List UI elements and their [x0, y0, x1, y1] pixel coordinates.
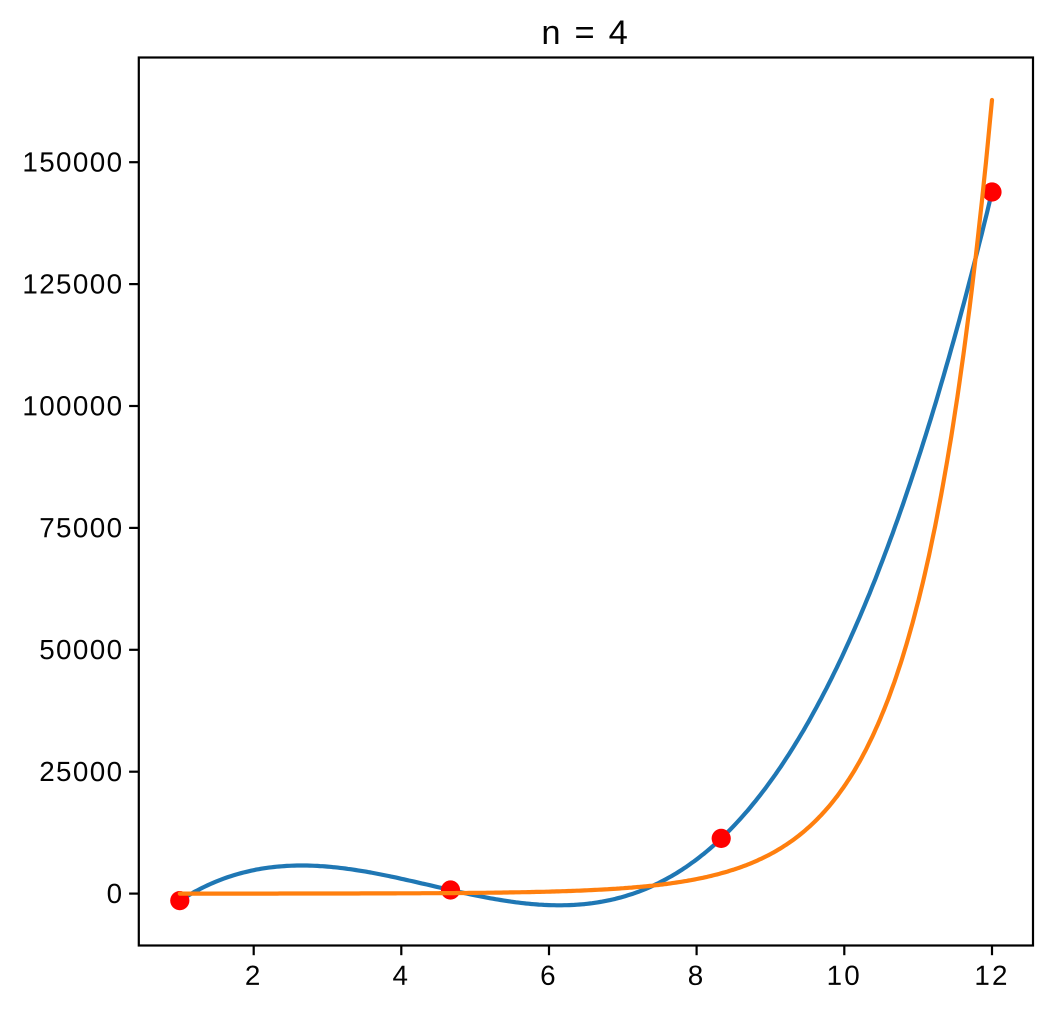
- svg-text:125000: 125000: [22, 268, 123, 299]
- svg-text:150000: 150000: [22, 147, 123, 178]
- svg-text:0: 0: [107, 878, 124, 909]
- svg-text:25000: 25000: [39, 756, 123, 787]
- svg-text:75000: 75000: [39, 512, 123, 543]
- svg-text:2: 2: [245, 960, 263, 991]
- svg-text:6: 6: [540, 960, 558, 991]
- svg-text:8: 8: [688, 960, 706, 991]
- svg-text:12: 12: [974, 960, 1009, 991]
- svg-text:4: 4: [392, 960, 410, 991]
- svg-text:50000: 50000: [39, 634, 123, 665]
- svg-text:100000: 100000: [22, 390, 123, 421]
- svg-text:n = 4: n = 4: [541, 14, 630, 52]
- svg-text:10: 10: [827, 960, 862, 991]
